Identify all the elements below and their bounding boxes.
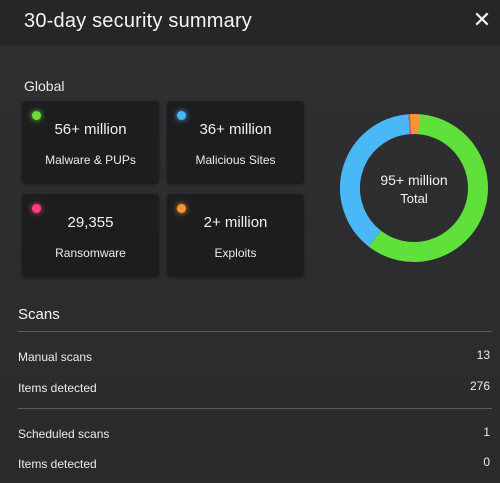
page-title: 30-day security summary xyxy=(24,10,252,32)
sites-dot-icon xyxy=(177,111,186,120)
donut-svg xyxy=(340,114,488,262)
ransomware-count: 29,355 xyxy=(67,214,114,231)
exploits-label: Exploits xyxy=(214,246,257,260)
malware-dot-icon xyxy=(32,111,41,120)
manual-items-label: Items detected xyxy=(18,381,97,395)
malicious-sites-card: 36+ million Malicious Sites xyxy=(167,101,304,184)
scheduled-items-value: 0 xyxy=(483,455,490,469)
ransomware-card: 29,355 Ransomware xyxy=(22,194,159,277)
malware-label: Malware & PUPs xyxy=(45,153,136,167)
scheduled-items-label: Items detected xyxy=(18,457,97,471)
sites-label: Malicious Sites xyxy=(195,153,276,167)
exploits-dot-icon xyxy=(177,204,186,213)
manual-scans-value: 13 xyxy=(476,348,490,362)
header-bar: 30-day security summary ✕ xyxy=(0,0,500,46)
close-icon[interactable]: ✕ xyxy=(472,7,492,32)
ransomware-dot-icon xyxy=(32,204,41,213)
donut-segment-malware-pups xyxy=(368,114,488,262)
ransomware-label: Ransomware xyxy=(55,246,126,260)
manual-items-value: 276 xyxy=(469,379,490,393)
donut-total-value: 95+ million xyxy=(380,172,448,188)
global-section-title: Global xyxy=(24,78,65,94)
malware-count: 56+ million xyxy=(54,121,127,138)
scheduled-scans-label: Scheduled scans xyxy=(18,427,110,441)
exploits-count: 2+ million xyxy=(203,214,268,231)
donut-total-label: Total xyxy=(400,191,428,206)
scans-divider xyxy=(18,331,492,332)
scheduled-divider xyxy=(18,408,492,409)
scans-section-title: Scans xyxy=(18,306,60,323)
sites-count: 36+ million xyxy=(199,121,272,138)
donut-segment-malicious-sites xyxy=(340,114,411,247)
manual-scans-label: Manual scans xyxy=(18,350,93,364)
total-donut-chart xyxy=(334,108,494,268)
exploits-card: 2+ million Exploits xyxy=(167,194,304,277)
malware-card: 56+ million Malware & PUPs xyxy=(22,101,159,184)
scheduled-scans-value: 1 xyxy=(483,425,490,439)
